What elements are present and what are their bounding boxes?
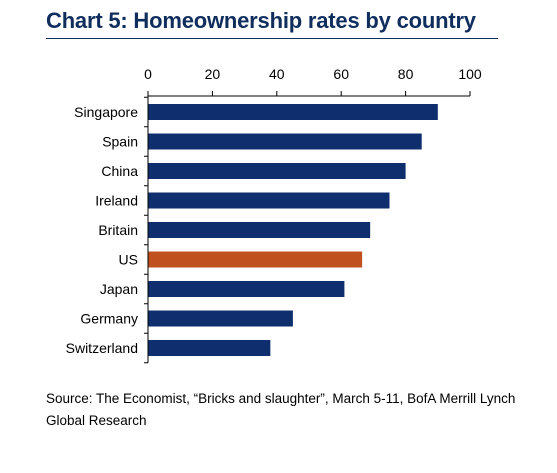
category-label-singapore: Singapore [74,104,138,120]
chart-title: Chart 5: Homeownership rates by country [46,8,476,33]
bar-germany [148,310,293,327]
bar-singapore [148,104,438,120]
x-tick-label-100: 100 [458,66,482,82]
x-tick-label-60: 60 [333,66,349,82]
category-label-switzerland: Switzerland [66,340,138,356]
category-label-germany: Germany [80,311,138,327]
bar-us [148,251,363,268]
category-label-us: US [119,252,138,268]
title-underline [46,38,498,39]
bars-group: Singapore Spain China Ireland Britain US Japan… [66,104,438,356]
bar-switzerland [148,340,271,356]
x-tick-label-0: 0 [144,66,152,82]
bar-ireland [148,192,390,209]
axes-group [144,95,470,364]
x-axis-ticks: 0 20 40 60 80 100 [144,66,482,334]
category-label-spain: Spain [102,134,138,150]
bar-japan [148,281,345,297]
bar-chart: 0 20 40 60 80 100 Singapore Spain China Ireland B… [66,66,482,364]
bar-spain [148,133,422,150]
bar-britain [148,222,371,238]
x-tick-label-80: 80 [398,66,414,82]
category-label-china: China [101,163,138,179]
x-tick-label-20: 20 [205,66,221,82]
bar-china [148,163,406,179]
category-label-britain: Britain [98,222,138,238]
x-tick-label-40: 40 [269,66,285,82]
source-note: Source: The Economist, “Bricks and slaug… [46,391,516,428]
category-label-ireland: Ireland [95,193,138,209]
category-label-japan: Japan [100,281,138,297]
